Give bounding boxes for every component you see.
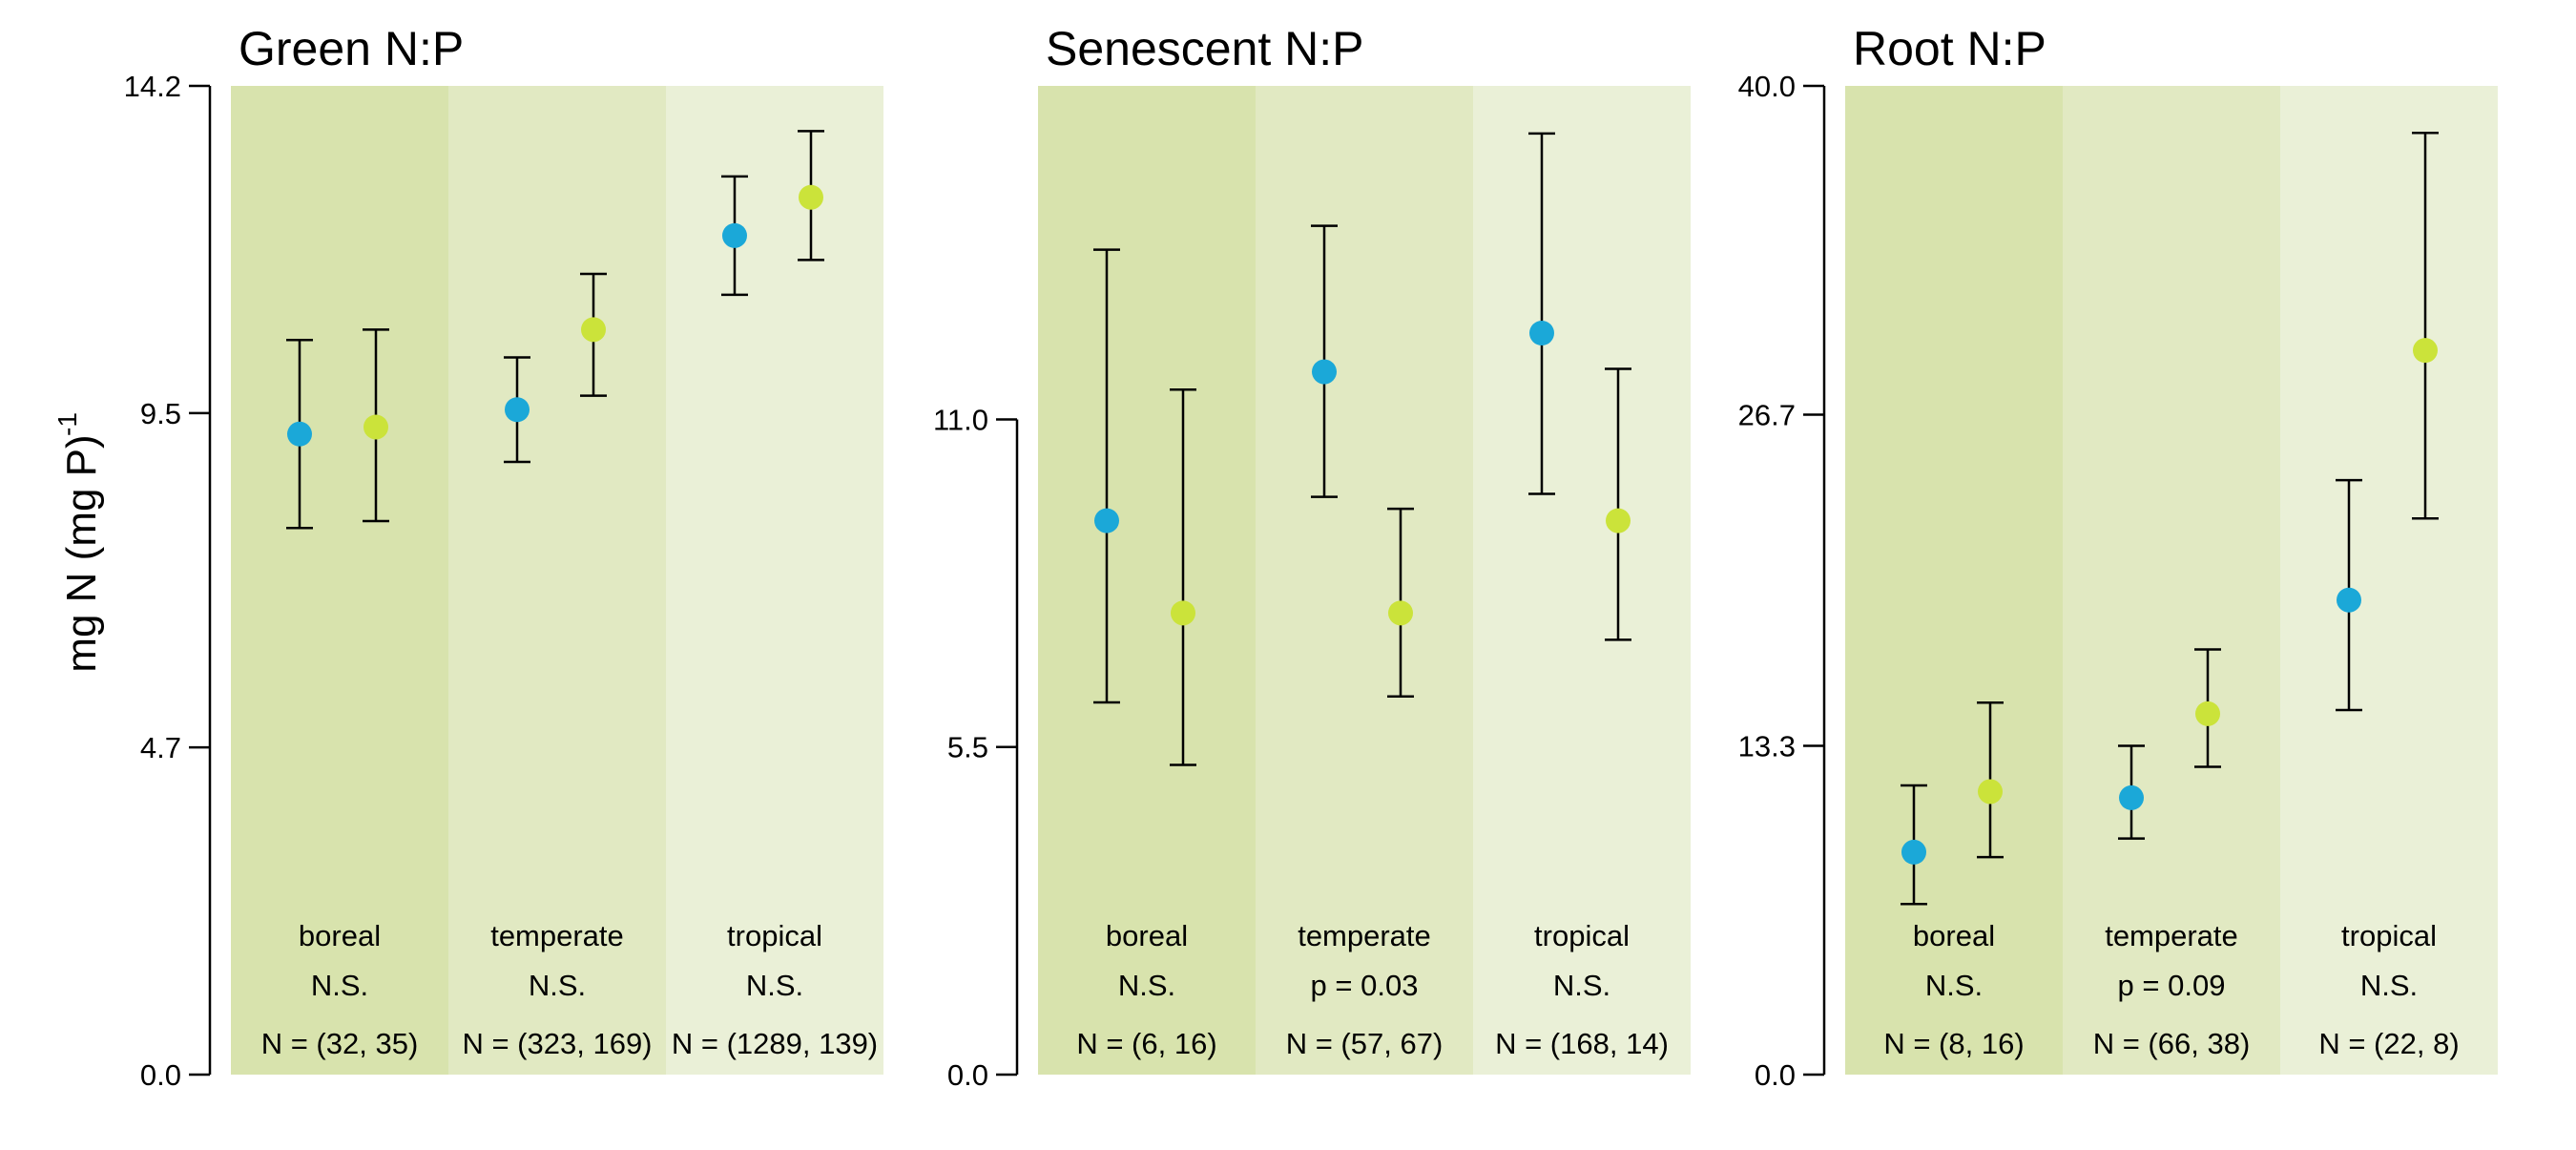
data-point-tropical-blue xyxy=(2337,587,2361,613)
group-label-temperate: temperate xyxy=(2105,919,2238,952)
significance-label: N.S. xyxy=(1118,969,1175,1002)
sample-size-label: N = (168, 14) xyxy=(1495,1027,1669,1060)
y-axis-label: mg N (mg P) -1 xyxy=(52,412,105,673)
group-label-temperate: temperate xyxy=(490,919,624,952)
data-point-boreal-blue xyxy=(287,421,312,447)
group-label-boreal: boreal xyxy=(299,919,381,952)
significance-label: p = 0.03 xyxy=(1311,969,1419,1002)
panel-title: Root N:P xyxy=(1853,22,2046,75)
data-point-tropical-blue xyxy=(1529,321,1554,345)
y-tick-label: 40.0 xyxy=(1738,70,1796,103)
y-tick-label: 13.3 xyxy=(1738,730,1796,763)
band-temperate xyxy=(2063,86,2280,1075)
data-point-temperate-green xyxy=(1388,600,1413,626)
band-temperate xyxy=(448,86,666,1075)
y-tick-label: 11.0 xyxy=(933,403,988,436)
band-temperate xyxy=(1256,86,1473,1075)
y-tick-label: 0.0 xyxy=(1755,1058,1796,1092)
data-point-boreal-green xyxy=(1978,779,2003,805)
y-axis-label-superscript: -1 xyxy=(52,412,82,436)
significance-label: N.S. xyxy=(529,969,586,1002)
significance-label: N.S. xyxy=(746,969,803,1002)
data-point-temperate-blue xyxy=(2119,784,2144,810)
y-tick-label: 14.2 xyxy=(124,70,181,103)
band-tropical xyxy=(666,86,883,1075)
data-point-boreal-green xyxy=(364,414,388,440)
data-point-temperate-blue xyxy=(505,397,530,423)
chart-panel-1: Green N:P 0.0 4.7 9.5 14.2 boreal N.S. N = (32,… xyxy=(124,22,883,1092)
group-label-boreal: boreal xyxy=(1106,919,1188,952)
panels-layer: Green N:P 0.0 4.7 9.5 14.2 boreal N.S. N = (32,… xyxy=(124,22,2498,1092)
group-label-temperate: temperate xyxy=(1298,919,1431,952)
y-tick-label: 4.7 xyxy=(140,731,181,764)
significance-label: N.S. xyxy=(1925,969,1983,1002)
data-point-tropical-green xyxy=(1606,508,1631,533)
band-tropical xyxy=(2280,86,2498,1075)
y-axis-label-text: mg N (mg P) xyxy=(58,434,105,672)
y-tick-label: 26.7 xyxy=(1738,398,1796,431)
data-point-tropical-green xyxy=(2413,338,2438,364)
data-point-boreal-blue xyxy=(1901,839,1926,865)
sample-size-label: N = (1289, 139) xyxy=(672,1027,878,1060)
sample-size-label: N = (57, 67) xyxy=(1286,1027,1444,1060)
significance-label: p = 0.09 xyxy=(2118,969,2226,1002)
sample-size-label: N = (6, 16) xyxy=(1076,1027,1216,1060)
significance-label: N.S. xyxy=(2360,969,2418,1002)
group-label-tropical: tropical xyxy=(2341,919,2437,952)
data-point-temperate-green xyxy=(581,317,606,343)
sample-size-label: N = (323, 169) xyxy=(462,1027,652,1060)
band-boreal xyxy=(1038,86,1256,1075)
sample-size-label: N = (22, 8) xyxy=(2318,1027,2459,1060)
data-point-tropical-green xyxy=(799,184,823,210)
panel-title: Senescent N:P xyxy=(1046,22,1364,75)
group-label-tropical: tropical xyxy=(727,919,822,952)
data-point-temperate-blue xyxy=(1312,359,1337,385)
band-boreal xyxy=(1845,86,2063,1075)
band-boreal xyxy=(231,86,448,1075)
sample-size-label: N = (32, 35) xyxy=(261,1027,419,1060)
y-tick-label: 0.0 xyxy=(140,1058,181,1092)
data-point-tropical-blue xyxy=(722,222,747,248)
chart-panel-3: Root N:P 0.0 13.3 26.7 40.0 boreal N.S. N = (8,… xyxy=(1738,22,2498,1092)
band-tropical xyxy=(1473,86,1691,1075)
panel-title: Green N:P xyxy=(239,22,464,75)
sample-size-label: N = (8, 16) xyxy=(1883,1027,2024,1060)
significance-label: N.S. xyxy=(311,969,368,1002)
data-point-boreal-blue xyxy=(1094,508,1119,533)
y-tick-label: 5.5 xyxy=(947,731,988,764)
group-label-tropical: tropical xyxy=(1534,919,1630,952)
chart-panel-2: Senescent N:P 0.0 5.5 11.0 boreal N.S. N = (6,… xyxy=(933,22,1691,1092)
significance-label: N.S. xyxy=(1553,969,1610,1002)
y-tick-label: 9.5 xyxy=(140,397,181,430)
group-label-boreal: boreal xyxy=(1913,919,1995,952)
y-tick-label: 0.0 xyxy=(947,1058,988,1092)
data-point-temperate-green xyxy=(2195,700,2220,726)
sample-size-label: N = (66, 38) xyxy=(2093,1027,2251,1060)
data-point-boreal-green xyxy=(1171,600,1195,626)
